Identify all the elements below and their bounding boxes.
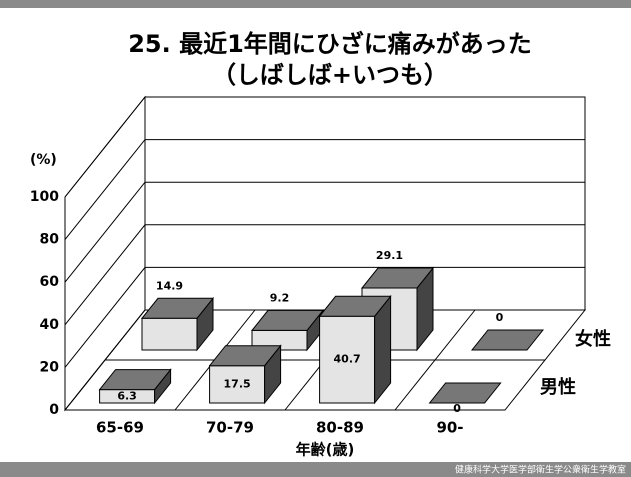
bar xyxy=(470,329,545,351)
footer-text: 健康科学大学医学部衛生学公衆衛生学教室 xyxy=(455,464,626,476)
y-tick-label: 40 xyxy=(40,317,60,333)
value-label: 9.2 xyxy=(270,291,290,304)
chart-title: 25. 最近1年間にひざに痛みがあった xyxy=(128,30,532,58)
bar-top xyxy=(98,369,172,391)
legend-label: 女性 xyxy=(575,328,611,350)
bar-front xyxy=(141,317,198,351)
back-wall xyxy=(144,96,586,311)
x-tick-label: 80-89 xyxy=(316,419,364,437)
bar xyxy=(428,382,502,404)
grid-line xyxy=(64,266,585,368)
value-label: 0 xyxy=(496,311,504,324)
bar xyxy=(140,296,215,352)
grid-line xyxy=(64,181,585,283)
bar xyxy=(250,308,325,352)
y-tick-label: 60 xyxy=(40,274,60,290)
y-axis-label: (%) xyxy=(30,152,57,168)
bar-top xyxy=(428,382,502,404)
bar-top xyxy=(208,345,282,367)
header-band xyxy=(0,0,631,8)
y-tick-label: 80 xyxy=(40,232,60,248)
x-tick-label: 90- xyxy=(436,419,463,437)
value-label: 29.1 xyxy=(376,249,403,262)
chart-subtitle: （しばしば+いつも） xyxy=(212,61,448,89)
value-label: 6.3 xyxy=(117,389,137,402)
bar-top xyxy=(250,309,325,331)
grid-line xyxy=(64,309,585,411)
grid-line xyxy=(64,139,585,240)
bar xyxy=(98,368,172,405)
x-tick-label: 65-69 xyxy=(96,419,144,437)
bar-top xyxy=(140,297,215,319)
value-label: 40.7 xyxy=(334,353,361,366)
bar-top xyxy=(318,295,392,317)
bar-top xyxy=(360,267,435,289)
left-wall xyxy=(64,95,146,412)
value-label: 14.9 xyxy=(156,279,183,292)
grid-line xyxy=(64,224,585,326)
legend-label: 男性 xyxy=(540,376,576,398)
y-tick-label: 20 xyxy=(40,359,60,375)
grid-line xyxy=(64,96,585,198)
value-label: 0 xyxy=(453,402,461,415)
footer-band xyxy=(0,462,631,477)
x-axis-label: 年齢(歳) xyxy=(296,441,355,459)
y-tick-label: 100 xyxy=(30,189,59,205)
bar xyxy=(318,294,392,405)
value-label: 17.5 xyxy=(224,377,251,390)
x-tick-label: 70-79 xyxy=(206,419,254,437)
y-tick-label: 0 xyxy=(49,402,59,418)
bar xyxy=(208,344,282,405)
bar-top xyxy=(470,329,545,351)
